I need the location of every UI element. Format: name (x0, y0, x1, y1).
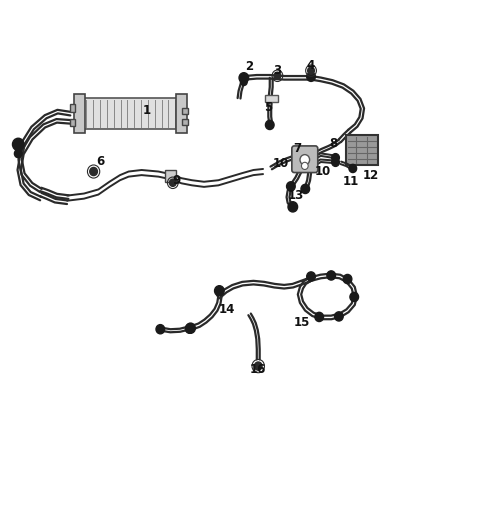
Circle shape (169, 179, 176, 186)
Text: 1: 1 (143, 103, 150, 117)
Text: 12: 12 (362, 168, 379, 182)
Circle shape (265, 120, 274, 130)
Circle shape (274, 72, 281, 79)
Circle shape (307, 72, 315, 81)
Circle shape (301, 184, 310, 194)
Circle shape (185, 324, 194, 333)
Circle shape (327, 271, 336, 280)
Circle shape (300, 155, 310, 165)
Bar (176, 94, 187, 133)
Circle shape (301, 162, 308, 169)
Circle shape (315, 312, 324, 322)
Text: 2: 2 (246, 60, 253, 73)
Bar (165, 170, 176, 182)
FancyBboxPatch shape (292, 146, 318, 173)
Text: 10: 10 (314, 165, 331, 178)
Bar (265, 95, 278, 102)
Text: 11: 11 (342, 175, 359, 188)
Text: 9: 9 (172, 174, 181, 187)
Bar (70, 119, 75, 126)
Bar (182, 119, 188, 125)
Circle shape (350, 292, 359, 302)
Circle shape (343, 274, 352, 284)
Text: 7: 7 (294, 142, 301, 155)
Circle shape (186, 323, 195, 333)
Bar (346, 135, 378, 165)
Circle shape (156, 325, 165, 334)
Text: 3: 3 (274, 64, 281, 77)
Circle shape (240, 78, 247, 86)
Circle shape (335, 312, 343, 321)
Text: 6: 6 (96, 155, 105, 168)
Circle shape (287, 182, 295, 191)
Text: 5: 5 (264, 101, 272, 114)
Text: 10: 10 (273, 157, 289, 170)
Text: 16: 16 (250, 363, 266, 376)
Text: 15: 15 (293, 316, 310, 329)
Circle shape (332, 154, 339, 162)
Circle shape (12, 138, 24, 151)
Circle shape (90, 167, 97, 176)
Circle shape (14, 150, 22, 158)
Circle shape (332, 158, 339, 166)
Bar (74, 94, 85, 133)
Circle shape (307, 272, 315, 281)
Bar (84, 98, 178, 129)
Bar (70, 104, 75, 112)
Circle shape (239, 73, 249, 83)
Text: 8: 8 (329, 137, 338, 150)
Circle shape (308, 67, 314, 74)
Text: 13: 13 (288, 189, 304, 202)
Bar (182, 108, 188, 114)
Text: 14: 14 (218, 303, 235, 316)
Circle shape (254, 362, 262, 370)
Circle shape (215, 286, 224, 296)
Circle shape (288, 202, 298, 212)
Circle shape (349, 164, 357, 173)
Text: 4: 4 (307, 59, 315, 72)
